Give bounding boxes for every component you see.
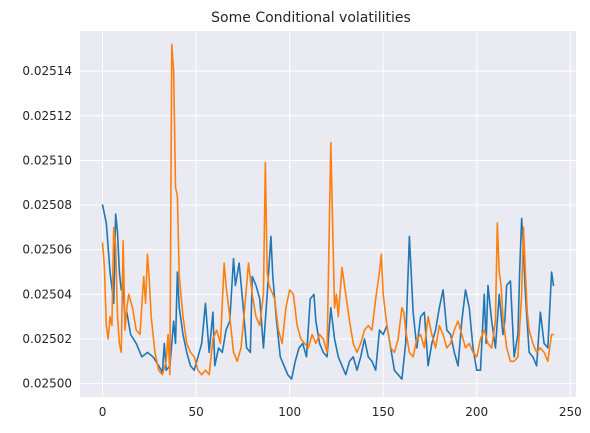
x-tick-label: 50 xyxy=(188,405,203,419)
x-axis-ticks: 0 50 100 150 200 250 xyxy=(99,405,582,419)
y-tick-label: 0.02510 xyxy=(22,153,72,167)
x-tick-label: 200 xyxy=(465,405,488,419)
series-line-1 xyxy=(101,204,555,380)
x-tick-label: 250 xyxy=(559,405,582,419)
chart-title: Some Conditional volatilities xyxy=(211,10,411,26)
y-tick-label: 0.02512 xyxy=(22,109,72,123)
y-tick-label: 0.02514 xyxy=(22,64,72,78)
y-tick-label: 0.02506 xyxy=(22,243,72,257)
grid-lines xyxy=(80,31,576,397)
y-tick-label: 0.02504 xyxy=(22,287,72,301)
y-axis-ticks: 0.02500 0.02502 0.02504 0.02506 0.02508 0.025… xyxy=(22,64,72,390)
x-tick-label: 100 xyxy=(278,405,301,419)
x-tick-label: 0 xyxy=(99,405,107,419)
x-tick-label: 150 xyxy=(372,405,395,419)
y-tick-label: 0.02508 xyxy=(22,198,72,212)
y-tick-label: 0.02500 xyxy=(22,377,72,391)
series-layer xyxy=(101,43,555,380)
series-line-2 xyxy=(101,43,555,376)
y-tick-label: 0.02502 xyxy=(22,332,72,346)
